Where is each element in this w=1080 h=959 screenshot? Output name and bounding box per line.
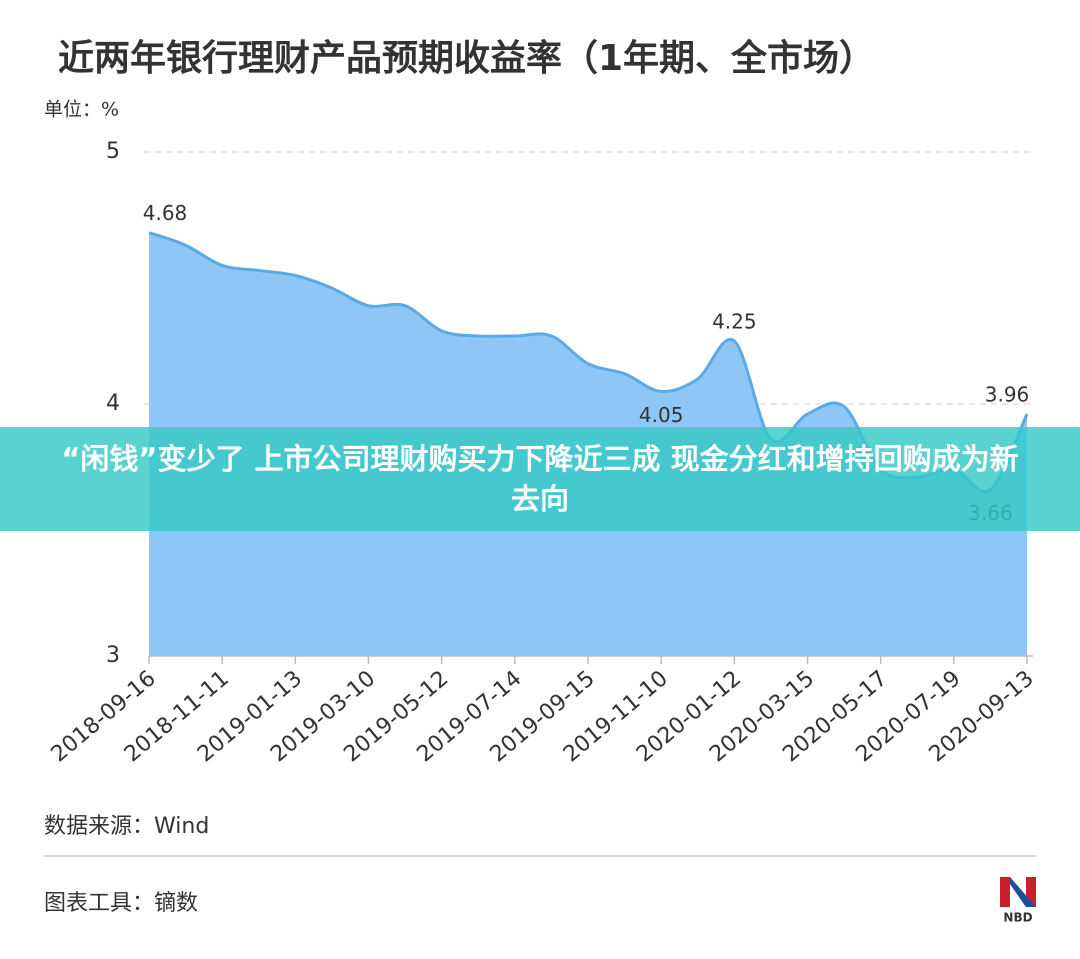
- data-label: 4.05: [639, 403, 684, 427]
- banner-text: “闲钱”变少了 上市公司理财购买力下降近三成 现金分红和增持回购成为新去向: [61, 442, 1019, 516]
- tool: 图表工具：镝数: [44, 891, 198, 916]
- banner: “闲钱”变少了 上市公司理财购买力下降近三成 现金分红和增持回购成为新去向: [0, 427, 1080, 531]
- data-label: 3.96: [985, 383, 1030, 407]
- logo-text: NBD: [1003, 911, 1032, 925]
- source: 数据来源：Wind: [44, 814, 209, 839]
- logo-mark: [1010, 877, 1036, 907]
- unit-label: 单位：%: [44, 99, 119, 121]
- data-label: 4.68: [143, 201, 188, 225]
- chart-title: 近两年银行理财产品预期收益率（1年期、全市场）: [58, 37, 875, 79]
- data-label: 4.25: [712, 310, 757, 334]
- logo: NBD: [1000, 877, 1036, 925]
- y-tick-label: 4: [106, 391, 120, 416]
- y-tick-label: 5: [106, 139, 120, 164]
- y-tick-label: 3: [106, 643, 120, 668]
